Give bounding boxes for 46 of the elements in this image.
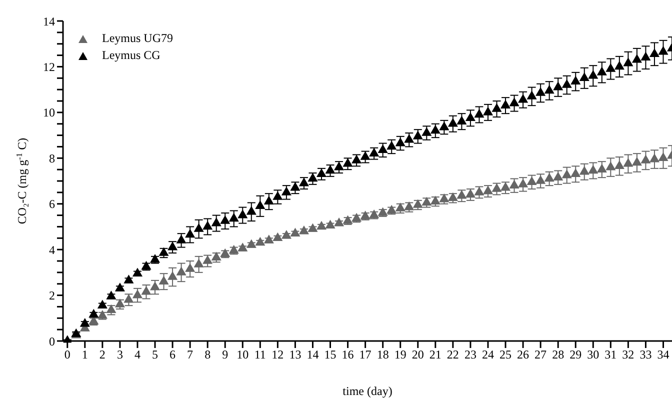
x-tick-label: 7 — [187, 348, 194, 362]
y-tick-label: 6 — [49, 197, 55, 212]
x-tick-label: 29 — [570, 348, 582, 362]
x-tick-label: 11 — [254, 348, 266, 362]
y-tick-label: 2 — [49, 288, 55, 303]
x-tick-label: 19 — [394, 348, 406, 362]
x-tick-label: 18 — [376, 348, 389, 362]
x-tick-label: 31 — [604, 348, 617, 362]
x-tick-label: 34 — [657, 348, 670, 362]
x-tick-label: 21 — [429, 348, 442, 362]
y-tick-label: 14 — [43, 14, 55, 28]
x-tick-label: 12 — [272, 348, 284, 362]
x-tick-label: 0 — [64, 348, 70, 362]
y-tick-label: 12 — [43, 60, 55, 74]
x-tick-label: 30 — [587, 348, 600, 362]
x-tick-label: 28 — [552, 348, 564, 362]
x-tick-label: 8 — [204, 348, 211, 362]
x-tick-label: 16 — [342, 348, 354, 362]
x-tick-label: 26 — [517, 348, 530, 362]
x-axis-title: time (day) — [342, 384, 392, 398]
x-tick-label: 25 — [500, 348, 512, 362]
x-tick-label: 33 — [640, 348, 652, 362]
y-tick-label: 8 — [49, 151, 55, 166]
x-tick-label: 10 — [236, 348, 249, 362]
x-tick-label: 17 — [359, 348, 372, 362]
y-tick-label: 0 — [49, 334, 55, 348]
x-tick-label: 9 — [222, 348, 228, 362]
x-tick-label: 32 — [622, 348, 634, 362]
x-tick-label: 5 — [152, 348, 158, 362]
x-tick-label: 2 — [99, 348, 106, 362]
x-tick-label: 22 — [446, 348, 459, 362]
x-tick-label: 23 — [464, 348, 476, 362]
x-tick-label: 15 — [324, 348, 336, 362]
y-tick-label: 4 — [49, 242, 55, 257]
x-tick-label: 14 — [306, 348, 319, 362]
y-tick-label: 10 — [43, 106, 55, 120]
x-tick-label: 13 — [289, 348, 302, 362]
x-tick-label: 6 — [170, 348, 176, 362]
x-tick-label: 24 — [482, 348, 494, 362]
x-tick-label: 27 — [534, 348, 547, 362]
x-tick-label: 20 — [412, 348, 424, 362]
x-tick-label: 1 — [82, 348, 88, 362]
x-tick-label: 4 — [134, 348, 140, 362]
x-tick-label: 3 — [116, 348, 123, 362]
legend-label: Leymus CG — [102, 47, 160, 64]
legend-label: Leymus UG79 — [102, 30, 173, 47]
